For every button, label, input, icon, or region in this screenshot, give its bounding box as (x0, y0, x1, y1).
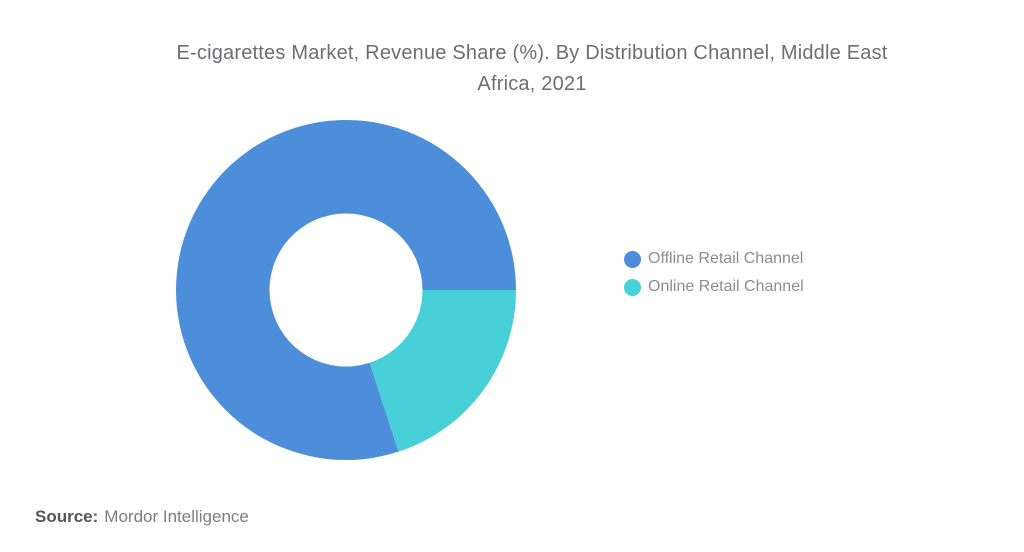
chart-legend: Offline Retail Channel Online Retail Cha… (624, 250, 804, 296)
pie-slice-online-retail-channel (369, 290, 516, 452)
offline-retail-swatch-icon (624, 250, 641, 268)
source-text: Mordor Intelligence (104, 507, 249, 526)
pie-slice-offline-retail-channel (175, 119, 516, 460)
source-label: Source: (35, 507, 99, 526)
page-title: E-cigarettes Market, Revenue Share (%). … (40, 38, 1024, 100)
chart-title-line-2: Africa, 2021 (477, 73, 587, 95)
source-line: Source: Mordor Intelligence (35, 506, 249, 527)
chart-title-line-1: E-cigarettes Market, Revenue Share (%). … (176, 42, 888, 64)
legend-label-offline: Offline Retail Channel (648, 250, 804, 267)
legend-item-online-retail-channel: Online Retail Channel (624, 278, 804, 296)
online-retail-swatch-icon (624, 278, 641, 296)
donut-chart-svg (175, 119, 516, 460)
legend-label-online: Online Retail Channel (648, 278, 804, 295)
donut-chart (175, 119, 516, 460)
legend-item-offline-retail-channel: Offline Retail Channel (624, 250, 804, 268)
